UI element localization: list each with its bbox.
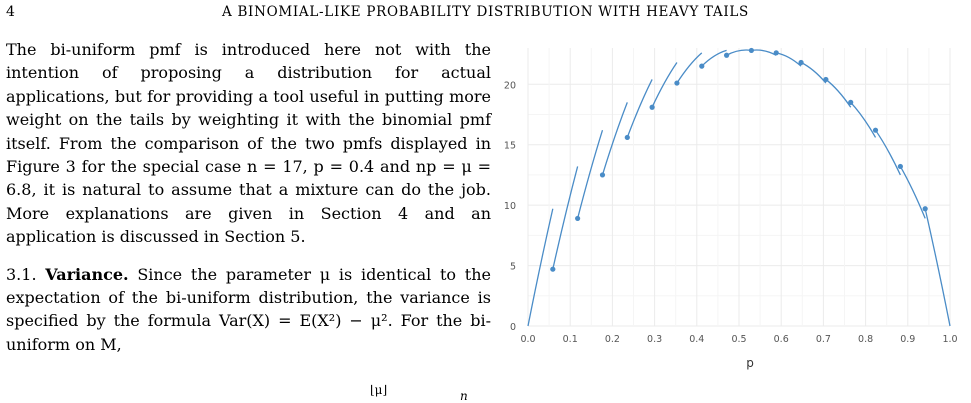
paragraph-variance: 3.1. Variance. Since the parameter μ is …	[6, 263, 491, 357]
y-tick-labels: 0 5 10 15 20	[504, 80, 516, 333]
paragraph-intro: The bi-uniform pmf is introduced here no…	[6, 40, 491, 247]
y-tick-label: 5	[510, 262, 516, 273]
chart-segment	[800, 61, 827, 84]
chart-point	[897, 163, 903, 170]
chart-point	[748, 47, 755, 54]
chart-segment	[626, 79, 653, 138]
figure: 0 5 10 15 20 0.0 0.1 0.2 0.3 0.4 0.5 0.6 0.7 0.8 0.9 1…	[500, 40, 971, 380]
x-tick-label: 0.7	[816, 334, 831, 345]
x-axis-label: p	[746, 356, 754, 370]
section-number: 3.1.	[6, 264, 37, 284]
chart-segment	[874, 129, 901, 176]
chart-segment	[676, 52, 703, 84]
y-tick-label: 15	[504, 141, 516, 152]
chart-segment	[924, 208, 951, 327]
chart-segment	[576, 129, 604, 219]
chart-point	[550, 266, 556, 272]
equation-floor-mu: ⌊μ⌋	[370, 383, 388, 397]
x-tick-label: 0.1	[563, 334, 578, 345]
chart-point	[624, 134, 630, 141]
equation-n: n	[460, 389, 468, 403]
chart-segment	[825, 78, 852, 108]
chart-point	[599, 172, 606, 178]
chart-point	[823, 76, 829, 83]
chart-point	[848, 99, 854, 105]
y-tick-label: 0	[510, 322, 516, 333]
running-title: A BINOMIAL-LIKE PROBABILITY DISTRIBUTION…	[222, 4, 749, 20]
chart-point	[674, 80, 680, 86]
chart-point	[922, 206, 928, 212]
chart-segment	[552, 166, 579, 270]
chart-point	[773, 50, 779, 56]
section-heading: Variance.	[45, 264, 129, 284]
chart-points	[550, 47, 928, 272]
page-number: 4	[6, 4, 15, 20]
x-tick-label: 0.2	[605, 334, 620, 345]
chart-segment	[527, 208, 554, 327]
y-tick-label: 20	[504, 80, 516, 91]
x-tick-label: 0.4	[689, 334, 704, 345]
x-tick-labels: 0.0 0.1 0.2 0.3 0.4 0.5 0.6 0.7 0.8 0.9 1.0	[520, 334, 957, 345]
x-tick-label: 0.6	[774, 334, 789, 345]
x-tick-label: 0.5	[731, 334, 746, 345]
chart-segment	[850, 101, 877, 138]
chart-grid	[527, 48, 951, 327]
chart-segment	[651, 62, 678, 108]
x-tick-label: 0.9	[900, 334, 915, 345]
x-tick-label: 0.0	[520, 334, 535, 345]
chart-segment	[701, 49, 727, 67]
x-tick-label: 0.8	[858, 334, 873, 345]
chart: 0 5 10 15 20 0.0 0.1 0.2 0.3 0.4 0.5 0.6 0.7 0.8 0.9 1…	[504, 47, 958, 370]
y-tick-label: 10	[504, 201, 516, 212]
chart-point	[872, 127, 879, 133]
variance-text: Since the parameter μ is identical to th…	[6, 264, 491, 354]
chart-segment	[776, 52, 802, 67]
chart-point	[723, 52, 730, 58]
chart-segment	[751, 49, 777, 56]
body-text: The bi-uniform pmf is introduced here no…	[6, 38, 491, 370]
chart-segment	[601, 102, 628, 176]
chart-point	[798, 59, 804, 66]
x-tick-label: 0.3	[647, 334, 662, 345]
chart-segments	[527, 49, 951, 327]
x-tick-label: 1.0	[942, 334, 957, 345]
chart-segment	[899, 166, 926, 219]
chart-point	[649, 104, 655, 110]
chart-point	[575, 215, 581, 222]
chart-point	[699, 63, 705, 69]
